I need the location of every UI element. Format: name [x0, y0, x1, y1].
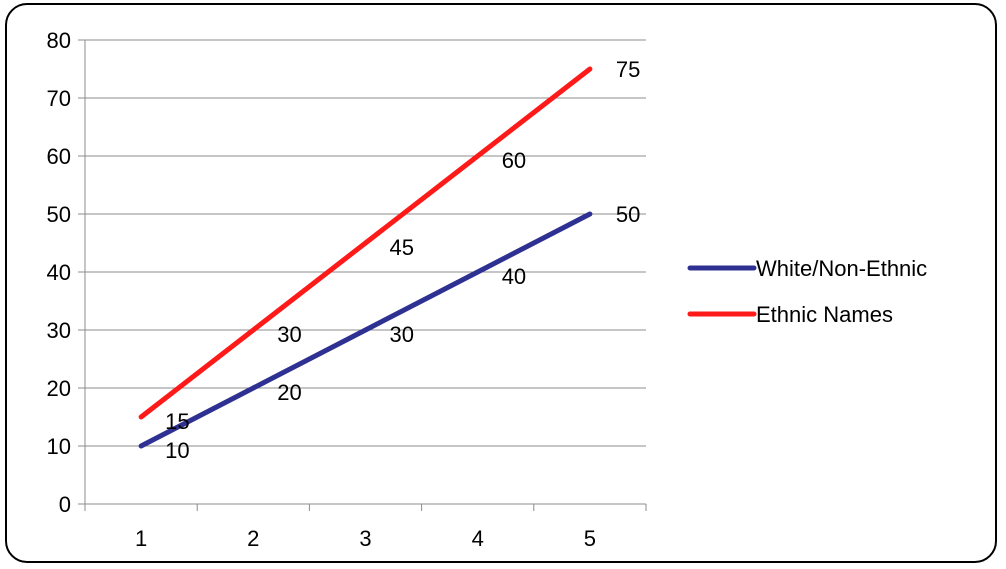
data-label: 60 — [502, 148, 526, 173]
y-tick-label: 50 — [47, 202, 71, 227]
x-tick-label: 4 — [472, 526, 484, 551]
data-label: 20 — [277, 380, 301, 405]
legend-label-0: White/Non-Ethnic — [756, 256, 927, 281]
y-tick-label: 70 — [47, 86, 71, 111]
y-tick-label: 80 — [47, 28, 71, 53]
data-labels: 10 20 30 40 50 15 30 45 60 75 — [165, 57, 640, 463]
y-tick-label: 10 — [47, 434, 71, 459]
data-label: 30 — [390, 322, 414, 347]
x-tick-label: 5 — [584, 526, 596, 551]
x-tick-label: 2 — [247, 526, 259, 551]
y-tick-label: 30 — [47, 318, 71, 343]
data-label: 15 — [165, 409, 189, 434]
y-tick-label: 40 — [47, 260, 71, 285]
y-tick-label: 0 — [59, 492, 71, 517]
x-tick-label: 3 — [359, 526, 371, 551]
series-line-1 — [138, 66, 593, 420]
series-line-0 — [138, 211, 593, 449]
y-tick-label: 60 — [47, 144, 71, 169]
legend: White/Non-Ethnic Ethnic Names — [687, 256, 927, 327]
data-label: 75 — [616, 57, 640, 82]
data-label: 30 — [277, 322, 301, 347]
data-label: 40 — [502, 264, 526, 289]
series-lines — [138, 66, 593, 449]
data-label: 10 — [165, 438, 189, 463]
y-tick-label: 20 — [47, 376, 71, 401]
x-tick-label: 1 — [135, 526, 147, 551]
data-label: 50 — [616, 202, 640, 227]
legend-label-1: Ethnic Names — [756, 302, 893, 327]
chart-frame — [5, 3, 997, 563]
data-label: 45 — [390, 235, 414, 260]
